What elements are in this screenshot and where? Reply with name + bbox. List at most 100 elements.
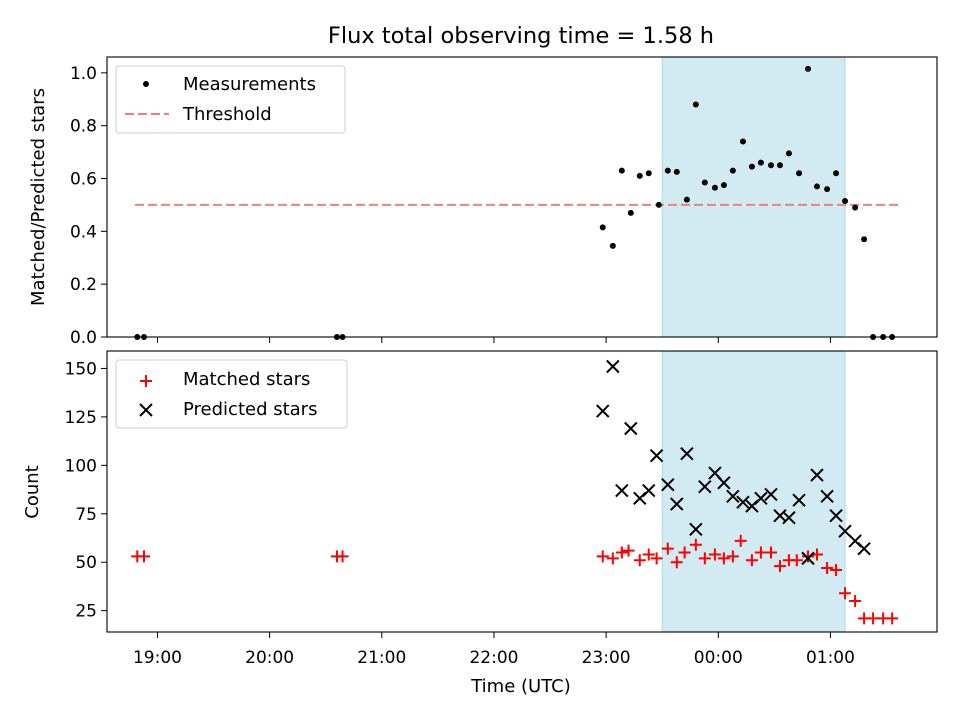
matched-star-point [678, 546, 691, 559]
bottom-x-tick-label: 22:00 [469, 648, 518, 668]
predicted-star-point [717, 476, 731, 490]
matched-star-point [830, 563, 843, 576]
measurement-point [757, 159, 764, 166]
legend-predicted-label: Predicted stars [183, 399, 317, 420]
top-y-tick-label: 0.2 [70, 275, 97, 295]
legend-measurements-label: Measurements [183, 74, 316, 95]
bottom-y-tick-label: 50 [75, 553, 97, 573]
matched-star-point [717, 552, 730, 565]
measurement-point [627, 209, 634, 216]
bottom-y-tick-label: 100 [65, 456, 97, 476]
top-x-ticks [156, 337, 831, 343]
measurement-point [748, 163, 755, 170]
measurement-point [842, 197, 849, 204]
bottom-y-tick-label: 75 [75, 505, 97, 525]
x-axis-label: Time (UTC) [470, 676, 571, 697]
measurement-point [785, 150, 792, 157]
top-y-tick-label: 0.8 [70, 117, 97, 137]
predicted-star-point [606, 359, 620, 374]
measurement-point [720, 182, 727, 189]
bottom-shaded-span [661, 350, 846, 633]
matched-star-point [708, 548, 721, 561]
predicted-star-point [615, 483, 629, 498]
matched-star-point [726, 550, 739, 563]
predicted-star-point [689, 522, 703, 536]
measurement-point [739, 138, 746, 145]
predicted-star-point [857, 541, 871, 556]
matched-star-point [734, 534, 747, 547]
measurement-point [692, 101, 699, 108]
predicted-star-point [792, 493, 806, 507]
measurement-point [609, 242, 616, 249]
matched-star-point [650, 552, 663, 565]
matched-star-point [138, 550, 151, 563]
top-legend-box [115, 65, 346, 134]
predicted-star-point [736, 495, 750, 509]
matched-star-point [698, 552, 711, 565]
measurement-point [645, 170, 652, 177]
bottom-x-tick-label: 00:00 [694, 648, 743, 668]
measurement-point [729, 167, 736, 174]
legend-threshold-label: Threshold [182, 104, 272, 125]
matched-star-point [606, 552, 619, 565]
matched-star-point [802, 550, 815, 563]
bottom-x-tick-label: 01:00 [806, 648, 855, 668]
bottom-x-tick-label: 20:00 [245, 648, 294, 668]
top-panel: 0.0 0.2 0.4 0.6 0.8 1.0 Matched/Predicted sta… [28, 56, 938, 348]
predicted-star-point [596, 404, 610, 418]
legend-matched-marker [140, 375, 152, 387]
measurement-point [796, 170, 803, 177]
measurement-point [861, 236, 868, 243]
top-y-axis-label: Matched/Predicted stars [28, 88, 49, 306]
matched-star-point [790, 554, 803, 567]
matched-star-point [336, 550, 349, 563]
matched-star-point [615, 546, 628, 559]
legend-predicted-marker [139, 403, 153, 417]
predicted-star-point [680, 447, 694, 461]
predicted-star-point [810, 468, 824, 482]
matched-star-point [670, 556, 683, 569]
matched-star-point [765, 546, 777, 559]
bottom-plot-frame [106, 350, 938, 633]
measurement-point [852, 204, 859, 211]
bottom-x-tick-label: 21:00 [357, 648, 406, 668]
bottom-y-tick-label: 150 [65, 359, 97, 379]
bottom-y-tick-label: 125 [65, 408, 97, 428]
bottom-panel: 25 50 75 100 125 150 19:00 20:00 21:00 22:00 23:0… [22, 350, 938, 697]
matched-star-point [745, 554, 758, 567]
measurement-point [683, 196, 690, 203]
matched-star-point [773, 560, 786, 573]
predicted-star-point [764, 487, 778, 502]
legend-matched-label: Matched stars [183, 369, 310, 390]
predicted-star-point [820, 489, 834, 504]
measurement-point [599, 224, 606, 231]
matched-star-point [689, 538, 702, 551]
predicted-star-point [670, 497, 684, 511]
top-plot-frame [106, 56, 938, 338]
predicted-star-point [661, 478, 675, 492]
top-y-ticks: 0.0 0.2 0.4 0.6 0.8 1.0 [70, 64, 107, 348]
measurement-point [636, 172, 643, 179]
predicted-star-point [698, 479, 712, 494]
matched-star-point [596, 550, 609, 563]
legend-measurements-marker [143, 81, 149, 87]
predicted-star-point [754, 491, 768, 505]
measurement-point [711, 184, 718, 191]
top-y-tick-label: 1.0 [70, 64, 97, 84]
measurement-point [618, 167, 625, 174]
bottom-y-tick-label: 25 [75, 602, 97, 622]
matched-star-point [633, 554, 646, 567]
predicted-star-point [801, 551, 815, 566]
matched-star-point [642, 548, 655, 561]
measurement-point [655, 201, 662, 208]
predicted-star-point [829, 509, 843, 523]
bottom-y-axis-label: Count [22, 465, 43, 518]
predicted-star-point [649, 448, 664, 463]
bottom-x-tick-label: 19:00 [133, 648, 182, 668]
measurement-point [833, 170, 840, 177]
measurement-point [805, 65, 812, 72]
predicted-star-point [782, 510, 796, 525]
top-y-tick-label: 0.6 [70, 170, 97, 190]
top-shaded-span [661, 56, 846, 338]
measurement-point [824, 186, 831, 193]
